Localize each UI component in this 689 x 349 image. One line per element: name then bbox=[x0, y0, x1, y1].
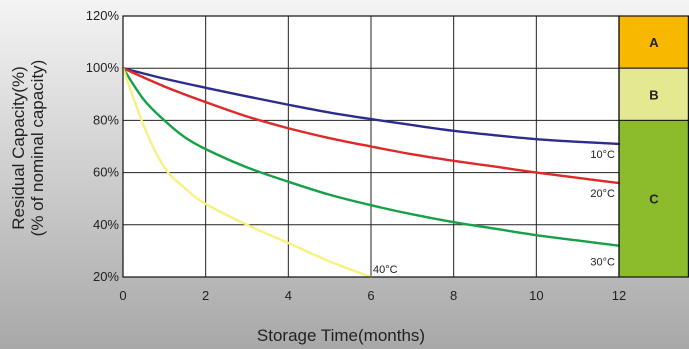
zone-labels: A B C bbox=[649, 35, 659, 207]
y-axis-title: Residual Capacity(%) (% of nominal capac… bbox=[9, 60, 47, 237]
y-tick-label: 120% bbox=[86, 8, 120, 23]
y-tick-label: 80% bbox=[93, 112, 119, 127]
x-tick-labels: 0 2 4 6 8 10 12 bbox=[119, 288, 626, 303]
x-tick-label: 0 bbox=[119, 288, 126, 303]
y-tick-label: 100% bbox=[86, 60, 120, 75]
x-tick-label: 10 bbox=[529, 288, 543, 303]
series-label-30c: 30°C bbox=[590, 257, 615, 269]
x-tick-label: 2 bbox=[202, 288, 209, 303]
y-tick-labels: 20% 40% 60% 80% 100% 120% bbox=[86, 8, 120, 284]
y-tick-label: 20% bbox=[93, 269, 119, 284]
series-line-30c bbox=[121, 67, 621, 247]
series-label-20c: 20°C bbox=[590, 188, 615, 200]
series-labels: 10°C 20°C 30°C 40°C bbox=[373, 149, 615, 276]
x-tick-label: 12 bbox=[612, 288, 626, 303]
zone-label-c: C bbox=[649, 192, 659, 207]
series-line-10c bbox=[121, 67, 621, 146]
x-axis-title: Storage Time(months) bbox=[257, 326, 425, 345]
series-lines bbox=[121, 67, 621, 279]
series-label-40c: 40°C bbox=[373, 264, 398, 276]
series-label-10c: 10°C bbox=[590, 149, 615, 161]
zone-label-b: B bbox=[649, 87, 658, 102]
y-tick-label: 40% bbox=[93, 217, 119, 232]
series-line-40c bbox=[121, 67, 373, 279]
zone-c bbox=[618, 119, 689, 278]
capacity-zones bbox=[618, 15, 689, 278]
zone-a bbox=[618, 15, 689, 69]
x-tick-label: 4 bbox=[285, 288, 292, 303]
y-axis-title-line-1: Residual Capacity(%) bbox=[9, 66, 28, 229]
y-tick-label: 60% bbox=[93, 165, 119, 180]
zone-frame bbox=[618, 15, 689, 278]
zone-label-a: A bbox=[649, 35, 659, 50]
x-tick-label: 8 bbox=[450, 288, 457, 303]
series-line-20c bbox=[121, 67, 621, 185]
x-tick-label: 6 bbox=[367, 288, 374, 303]
y-axis-title-line-2: (% of nominal capacity) bbox=[28, 60, 47, 237]
